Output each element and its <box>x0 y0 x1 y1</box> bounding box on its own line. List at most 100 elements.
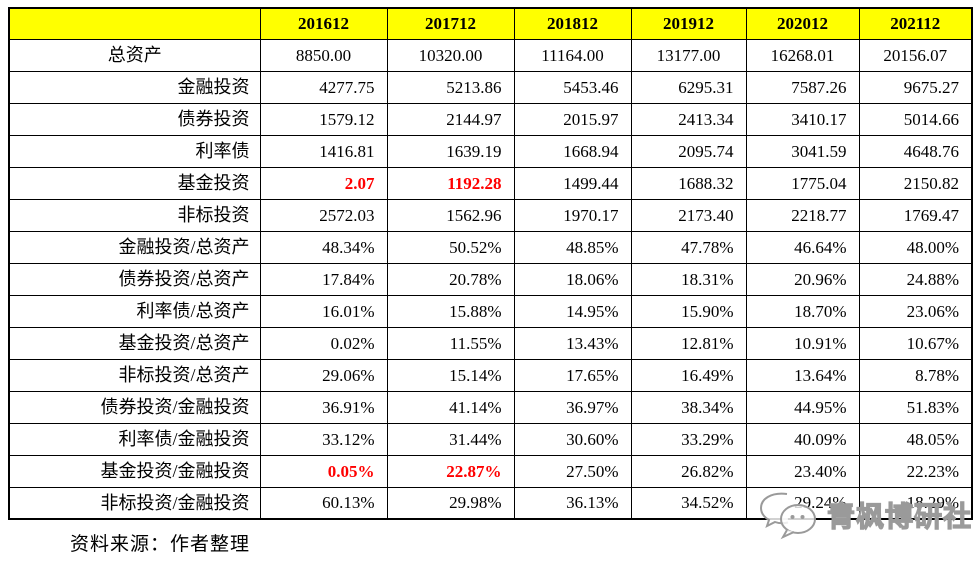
value-cell: 16.01% <box>259 294 388 328</box>
value-cell: 8.78% <box>858 358 973 392</box>
value-cell: 3041.59 <box>745 134 860 168</box>
table-row: 总资产 8850.00 10320.00 11164.00 13177.00 16268.… <box>8 38 973 72</box>
value-cell: 1688.32 <box>630 166 747 200</box>
value-cell: 22.23% <box>858 454 973 488</box>
value-cell: 4277.75 <box>259 70 388 104</box>
table-row: 非标投资/金融投资 60.13% 29.98% 36.13% 34.52% 29.24% 1… <box>8 486 973 520</box>
value-cell: 8850.00 <box>259 38 388 72</box>
value-cell: 5213.86 <box>386 70 515 104</box>
value-cell: 18.70% <box>745 294 860 328</box>
table-row: 金融投资 4277.75 5213.86 5453.46 6295.31 7587.26 9… <box>8 70 973 104</box>
value-cell: 2173.40 <box>630 198 747 232</box>
value-cell: 1499.44 <box>513 166 632 200</box>
value-cell: 16268.01 <box>745 38 860 72</box>
value-cell: 33.12% <box>259 422 388 456</box>
corner-cell <box>8 7 261 40</box>
row-label: 基金投资 <box>8 166 261 200</box>
value-cell: 1639.19 <box>386 134 515 168</box>
value-cell: 20156.07 <box>858 38 973 72</box>
row-label: 利率债 <box>8 134 261 168</box>
value-cell: 41.14% <box>386 390 515 424</box>
value-cell: 46.64% <box>745 230 860 264</box>
value-cell: 51.83% <box>858 390 973 424</box>
value-cell: 29.98% <box>386 486 515 520</box>
value-cell: 6295.31 <box>630 70 747 104</box>
table-row: 基金投资 2.07 1192.28 1499.44 1688.32 1775.04 2150… <box>8 166 973 200</box>
value-cell: 3410.17 <box>745 102 860 136</box>
value-cell: 36.97% <box>513 390 632 424</box>
value-cell: 22.87% <box>386 454 515 488</box>
value-cell: 14.95% <box>513 294 632 328</box>
value-cell: 48.05% <box>858 422 973 456</box>
value-cell: 2.07 <box>259 166 388 200</box>
value-cell: 2413.34 <box>630 102 747 136</box>
table-row: 利率债/金融投资 33.12% 31.44% 30.60% 33.29% 40.09% 48… <box>8 422 973 456</box>
row-label: 债券投资/金融投资 <box>8 390 261 424</box>
value-cell: 36.91% <box>259 390 388 424</box>
value-cell: 20.96% <box>745 262 860 296</box>
row-label: 总资产 <box>8 38 261 72</box>
table-row: 基金投资/总资产 0.02% 11.55% 13.43% 12.81% 10.91% 10.… <box>8 326 973 360</box>
value-cell: 27.50% <box>513 454 632 488</box>
value-cell: 40.09% <box>745 422 860 456</box>
table-row: 非标投资/总资产 29.06% 15.14% 17.65% 16.49% 13.64% 8.… <box>8 358 973 392</box>
value-cell: 1668.94 <box>513 134 632 168</box>
value-cell: 1416.81 <box>259 134 388 168</box>
source-note: 资料来源：作者整理 <box>70 534 251 555</box>
table-row: 基金投资/金融投资 0.05% 22.87% 27.50% 26.82% 23.40% 22… <box>8 454 973 488</box>
value-cell: 36.13% <box>513 486 632 520</box>
value-cell: 10.91% <box>745 326 860 360</box>
value-cell: 15.90% <box>630 294 747 328</box>
row-label: 非标投资 <box>8 198 261 232</box>
table-row: 利率债 1416.81 1639.19 1668.94 2095.74 3041.59 46… <box>8 134 973 168</box>
column-header-201812: 201812 <box>513 7 632 40</box>
value-cell: 24.88% <box>858 262 973 296</box>
value-cell: 18.29% <box>858 486 973 520</box>
value-cell: 11164.00 <box>513 38 632 72</box>
value-cell: 17.65% <box>513 358 632 392</box>
value-cell: 5453.46 <box>513 70 632 104</box>
value-cell: 20.78% <box>386 262 515 296</box>
value-cell: 30.60% <box>513 422 632 456</box>
value-cell: 13.43% <box>513 326 632 360</box>
value-cell: 31.44% <box>386 422 515 456</box>
value-cell: 18.31% <box>630 262 747 296</box>
row-label: 利率债/金融投资 <box>8 422 261 456</box>
value-cell: 29.24% <box>745 486 860 520</box>
value-cell: 2218.77 <box>745 198 860 232</box>
value-cell: 2095.74 <box>630 134 747 168</box>
row-label: 债券投资 <box>8 102 261 136</box>
column-header-202012: 202012 <box>745 7 860 40</box>
row-label: 基金投资/金融投资 <box>8 454 261 488</box>
value-cell: 48.34% <box>259 230 388 264</box>
column-header-202112: 202112 <box>858 7 973 40</box>
value-cell: 2144.97 <box>386 102 515 136</box>
value-cell: 2015.97 <box>513 102 632 136</box>
value-cell: 18.06% <box>513 262 632 296</box>
value-cell: 11.55% <box>386 326 515 360</box>
row-label: 非标投资/金融投资 <box>8 486 261 520</box>
table-row: 债券投资/总资产 17.84% 20.78% 18.06% 18.31% 20.96% 24… <box>8 262 973 296</box>
value-cell: 50.52% <box>386 230 515 264</box>
value-cell: 1579.12 <box>259 102 388 136</box>
column-header-201712: 201712 <box>386 7 515 40</box>
value-cell: 23.40% <box>745 454 860 488</box>
value-cell: 15.14% <box>386 358 515 392</box>
value-cell: 1769.47 <box>858 198 973 232</box>
value-cell: 34.52% <box>630 486 747 520</box>
investment-table: 201612 201712 201812 201912 202012 202112 总资产… <box>8 7 973 520</box>
header-row: 201612 201712 201812 201912 202012 202112 <box>8 7 973 40</box>
column-header-201912: 201912 <box>630 7 747 40</box>
value-cell: 48.85% <box>513 230 632 264</box>
value-cell: 1775.04 <box>745 166 860 200</box>
value-cell: 13177.00 <box>630 38 747 72</box>
value-cell: 16.49% <box>630 358 747 392</box>
table-row: 债券投资/金融投资 36.91% 41.14% 36.97% 38.34% 44.95% 5… <box>8 390 973 424</box>
value-cell: 1970.17 <box>513 198 632 232</box>
value-cell: 10.67% <box>858 326 973 360</box>
value-cell: 47.78% <box>630 230 747 264</box>
value-cell: 1562.96 <box>386 198 515 232</box>
value-cell: 17.84% <box>259 262 388 296</box>
table-row: 金融投资/总资产 48.34% 50.52% 48.85% 47.78% 46.64% 48… <box>8 230 973 264</box>
